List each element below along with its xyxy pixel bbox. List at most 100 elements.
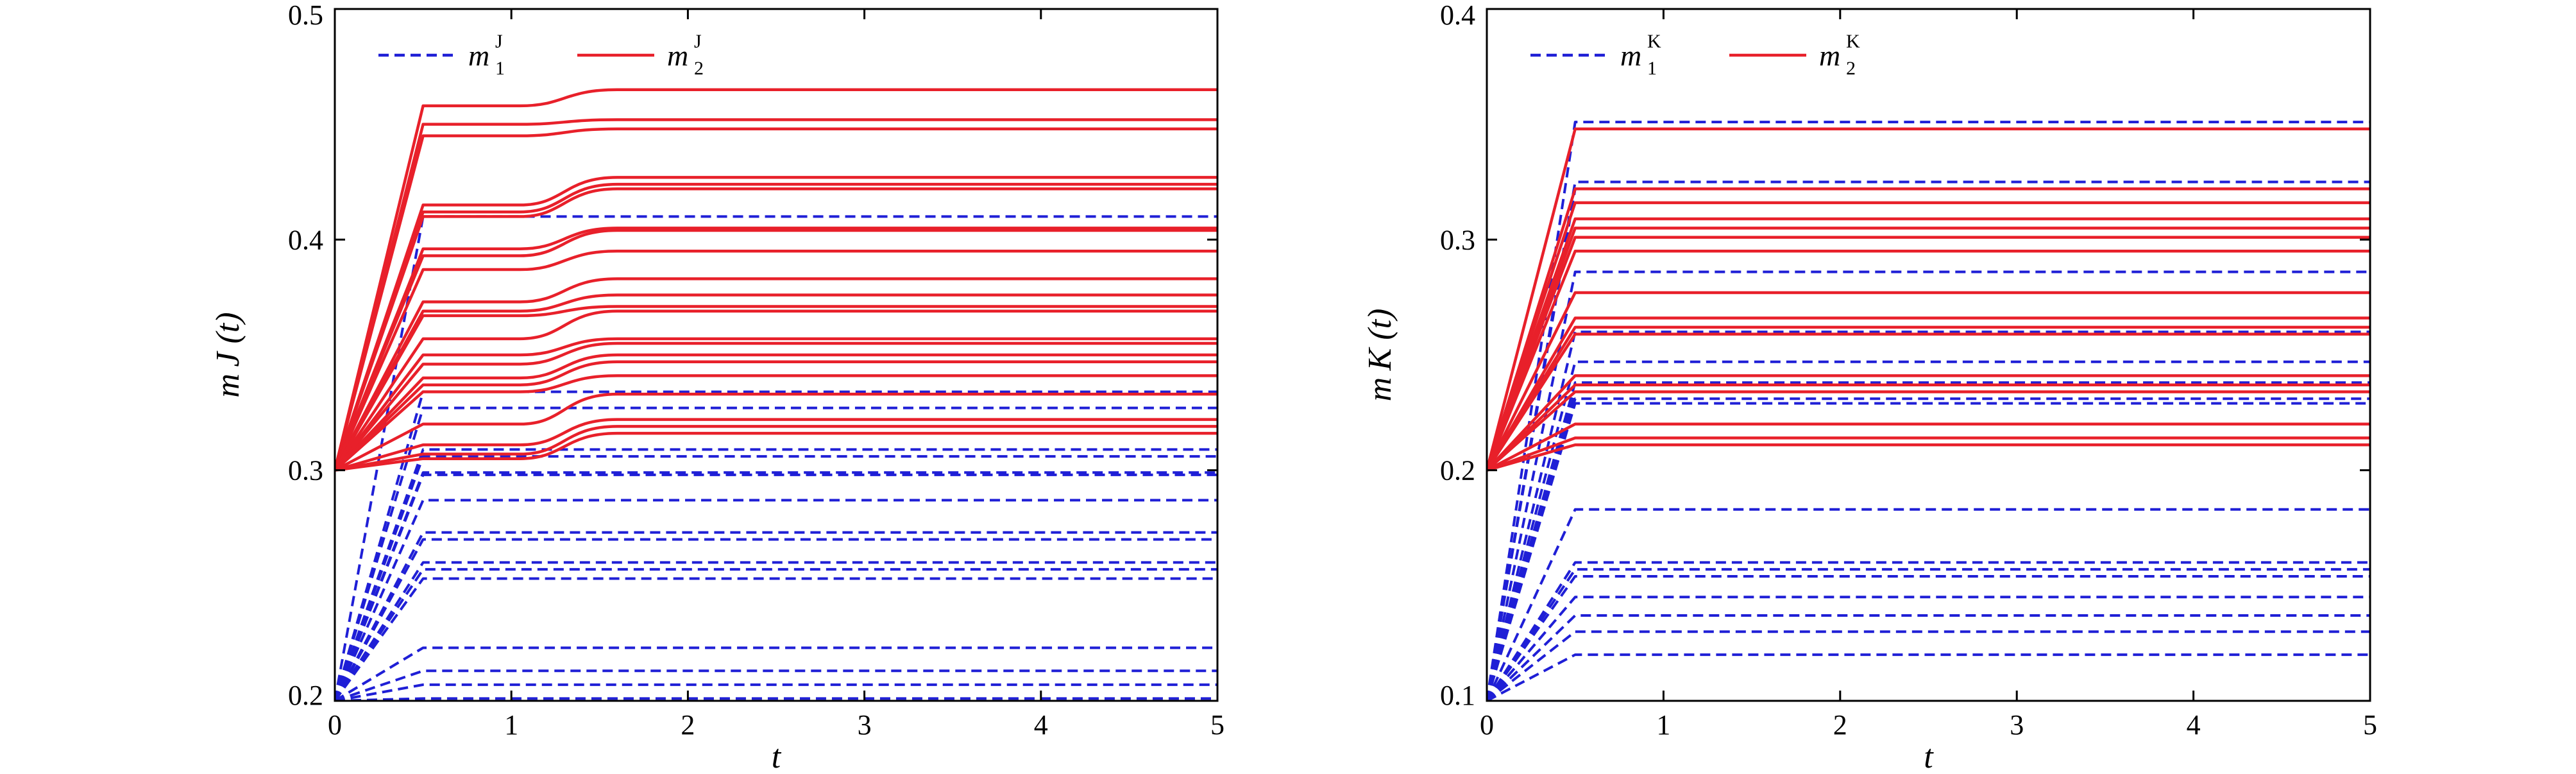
series-m2-line-left-4: [335, 176, 1217, 471]
x-tick-label-left-4: 4: [1034, 709, 1048, 741]
series-m1-line-left-13: [335, 577, 1217, 701]
series-m2-line-right-2: [1487, 187, 2370, 471]
series-m2-line-right-11: [1487, 332, 2370, 471]
x-tick-label-left-0: 0: [328, 709, 342, 741]
series-m2-line-left-18: [335, 374, 1217, 472]
y-tick-label-left-0.3: 0.3: [288, 455, 323, 486]
x-tick-label-right-0: 0: [1480, 709, 1494, 741]
series-m1-line-right-17: [1487, 630, 2370, 701]
legend-sub-right-2: 2: [1846, 58, 1856, 79]
series-m2-line-left-12: [335, 305, 1217, 471]
series-m2-line-right-12: [1487, 374, 2370, 472]
series-m2-line-right-15: [1487, 422, 2370, 472]
legend-sup-left-2: J: [694, 31, 702, 52]
series-m1-line-right-4: [1487, 270, 2370, 701]
x-tick-label-right-4: 4: [2187, 709, 2201, 741]
y-tick-label-left-0.4: 0.4: [288, 224, 323, 255]
legend-sub-left-2: 2: [694, 58, 704, 79]
legend-left: m J1 m J2: [378, 31, 704, 79]
series-m2-line-right-16: [1487, 436, 2370, 472]
legend-sup-right-1: K: [1647, 31, 1661, 52]
series-m1-line-right-10: [1487, 402, 2370, 701]
series-m2-line-left-2: [335, 118, 1217, 471]
legend-label-right-1: m: [1620, 39, 1641, 72]
plot-frame-left: [334, 8, 1219, 702]
x-axis-label-left: t: [772, 739, 782, 774]
chart-panel-right: 0 1 2 3 4 50.10.20.30.4 t m K (t) m K1 m K2: [1362, 0, 2377, 774]
series-m2-line-right-1: [1487, 127, 2370, 471]
series-m1-line-right-6: [1487, 360, 2370, 701]
series-m1-line-left-1: [335, 215, 1217, 701]
series-m1-line-left-11: [335, 561, 1217, 701]
series-m2-line-right-17: [1487, 443, 2370, 472]
y-tick-label-right-0.2: 0.2: [1440, 455, 1475, 486]
y-axis-label-left: m J (t): [210, 312, 246, 397]
x-tick-label-right-2: 2: [1833, 709, 1847, 741]
series-m2-line-left-15: [335, 341, 1217, 472]
series-m2-line-left-19: [335, 392, 1217, 472]
series-m2-line-right-8: [1487, 291, 2370, 471]
series-layer-left: [335, 88, 1217, 701]
series-layer-right: [1487, 121, 2370, 701]
series-m2-line-left-6: [335, 187, 1217, 471]
series-m2-line-left-7: [335, 227, 1217, 471]
series-m2-line-right-6: [1487, 236, 2370, 471]
legend-sup-right-2: K: [1846, 31, 1860, 52]
series-m2-line-left-3: [335, 127, 1217, 471]
series-m2-line-left-11: [335, 293, 1217, 471]
x-tick-label-left-3: 3: [858, 709, 872, 741]
x-axis-label-right: t: [1924, 739, 1934, 774]
series-m1-line-right-14: [1487, 574, 2370, 701]
series-m2-line-right-13: [1487, 383, 2370, 472]
y-tick-label-right-0.3: 0.3: [1440, 224, 1475, 255]
series-m1-line-left-7: [335, 473, 1217, 701]
y-axis-label-right: m K (t): [1362, 309, 1398, 402]
series-m1-line-left-5: [335, 455, 1217, 701]
y-tick-label-right-0.1: 0.1: [1440, 680, 1475, 711]
y-tick-label-left-0.5: 0.5: [288, 0, 323, 31]
series-m2-line-left-13: [335, 309, 1217, 471]
series-m2-line-left-16: [335, 353, 1217, 472]
series-m1-line-right-7: [1487, 381, 2370, 701]
legend-label-left-2: m: [667, 39, 688, 72]
series-m2-line-right-9: [1487, 316, 2370, 471]
legend-sub-right-1: 1: [1647, 58, 1657, 79]
x-tick-label-left-2: 2: [681, 709, 695, 741]
series-m2-line-left-1: [335, 88, 1217, 471]
series-m2-line-left-22: [335, 431, 1217, 472]
series-m1-line-right-13: [1487, 568, 2370, 701]
series-m2-line-left-14: [335, 337, 1217, 472]
x-tick-label-right-5: 5: [2363, 709, 2377, 741]
series-m2-line-left-17: [335, 360, 1217, 472]
series-m1-line-left-17: [335, 697, 1217, 701]
legend-label-right-2: m: [1819, 39, 1840, 72]
legend-label-left-1: m: [468, 39, 489, 72]
x-tick-label-left-1: 1: [504, 709, 518, 741]
series-m1-line-right-15: [1487, 596, 2370, 701]
legend-sub-left-1: 1: [495, 58, 505, 79]
legend-sup-left-1: J: [495, 31, 503, 52]
x-tick-label-right-1: 1: [1656, 709, 1670, 741]
plot-frame-right: [1486, 8, 2371, 702]
series-m2-line-right-7: [1487, 250, 2370, 471]
series-m1-line-right-18: [1487, 653, 2370, 701]
series-m2-line-left-8: [335, 228, 1217, 471]
y-tick-label-right-0.4: 0.4: [1440, 0, 1475, 31]
series-m1-line-left-8: [335, 499, 1217, 701]
x-tick-label-right-3: 3: [2010, 709, 2024, 741]
series-m2-line-left-9: [335, 250, 1217, 471]
series-m1-line-right-16: [1487, 614, 2370, 701]
series-m1-line-left-10: [335, 538, 1217, 701]
series-m2-line-left-20: [335, 418, 1217, 472]
axis-ticks-right: 0 1 2 3 4 5 0.1 0.2 0.3 0.4: [1440, 0, 2377, 741]
series-m1-line-left-16: [335, 683, 1217, 701]
series-m1-line-right-11: [1487, 508, 2370, 701]
series-m1-line-left-3: [335, 406, 1217, 701]
chart-panel-left: 0 1 2 3 4 50.20.30.40.5 t m J (t) m J1 m J2: [210, 0, 1224, 774]
legend-right: m K1 m K2: [1530, 31, 1860, 79]
series-m1-line-left-14: [335, 646, 1217, 701]
series-m2-line-right-14: [1487, 390, 2370, 472]
x-tick-label-left-5: 5: [1210, 709, 1224, 741]
y-tick-label-left-0.2: 0.2: [288, 680, 323, 711]
